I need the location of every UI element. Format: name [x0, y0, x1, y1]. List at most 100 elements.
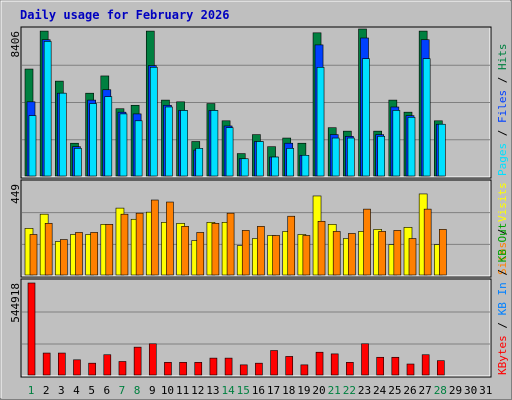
bar-kbytes-day-18: [285, 356, 294, 376]
x-tick-label: 25: [388, 384, 401, 397]
x-tick-label: 30: [464, 384, 477, 397]
legend-entry: KBytes: [496, 335, 509, 375]
bar-kbytes-day-20: [315, 351, 324, 376]
bar-sites-day-18: [287, 215, 296, 276]
legend-bottom: KBytes / KB In / KB Out: [496, 223, 509, 375]
bar-sites-day-17: [272, 235, 280, 276]
bar-kbytes-day-15: [239, 364, 248, 376]
bar-sites-day-27: [423, 208, 432, 276]
bar-sites-day-22: [348, 233, 356, 276]
bar-kbytes-day-6: [103, 354, 112, 376]
y-max-label: 8406: [9, 31, 22, 58]
bar-pages-day-21: [331, 137, 340, 177]
bar-sites-day-6: [105, 224, 114, 276]
x-tick-label: 5: [88, 384, 95, 397]
bar-pages-day-3: [59, 92, 67, 177]
x-tick-label: 13: [206, 384, 219, 397]
bar-pages-day-5: [89, 103, 97, 177]
bar-sites-day-5: [90, 232, 98, 276]
bar-pages-day-20: [316, 67, 325, 177]
bar-pages-day-27: [422, 58, 431, 177]
bar-pages-day-23: [362, 58, 370, 177]
bar-pages-day-2: [43, 41, 52, 177]
legend-entry: /: [496, 222, 509, 242]
bar-pages-day-8: [134, 120, 143, 177]
bar-kbytes-day-11: [179, 362, 187, 376]
x-tick-label: 19: [297, 384, 310, 397]
bar-pages-day-26: [407, 117, 416, 177]
bar-kbytes-day-5: [88, 362, 96, 376]
legend-entry: Sites: [496, 242, 509, 275]
x-tick-label: 21: [328, 384, 341, 397]
x-tick-label: 28: [434, 384, 447, 397]
plot-bevel: [22, 28, 491, 178]
bar-pages-day-1: [28, 115, 37, 177]
bar-pages-day-10: [165, 106, 173, 177]
bar-pages-day-19: [301, 155, 310, 177]
bar-pages-day-17: [271, 156, 279, 177]
legend-entry: KB Out: [496, 223, 509, 263]
legend-entry: /: [496, 123, 509, 143]
bar-sites-day-24: [378, 231, 386, 276]
bar-pages-day-7: [119, 113, 128, 177]
bar-kbytes-day-19: [300, 364, 309, 376]
x-tick-label: 31: [479, 384, 492, 397]
x-tick-label: 8: [134, 384, 141, 397]
x-tick-label: 26: [403, 384, 416, 397]
bar-sites-day-4: [75, 232, 83, 276]
bar-sites-day-25: [393, 230, 402, 276]
bar-kbytes-day-28: [437, 360, 445, 376]
legend-top: Pages / Files / Hits: [496, 44, 509, 177]
panel-middle: 449 Sites / Visits: [9, 179, 509, 278]
bar-pages-day-22: [347, 137, 355, 177]
bar-pages-day-24: [377, 136, 385, 177]
x-tick-label: 14: [221, 384, 235, 397]
bar-kbytes-day-24: [376, 356, 384, 376]
bar-kbytes-day-14: [224, 357, 233, 376]
bar-kbytes-day-22: [346, 362, 354, 376]
panel-top: 8406 Pages / Files / Hits: [9, 26, 509, 179]
bar-kbytes-day-2: [42, 352, 51, 376]
plot-area-bottom: [20, 278, 492, 378]
x-tick-label: 24: [373, 384, 387, 397]
x-tick-label: 9: [149, 384, 156, 397]
x-tick-label: 4: [73, 384, 80, 397]
bar-pages-day-14: [225, 127, 234, 177]
bar-sites-day-7: [120, 213, 129, 276]
bar-sites-day-28: [439, 229, 447, 276]
x-tick-label: 2: [43, 384, 50, 397]
legend-middle: Sites / Visits: [496, 182, 509, 275]
x-tick-label: 3: [58, 384, 65, 397]
bar-sites-day-23: [363, 208, 371, 276]
bar-kbytes-day-7: [118, 361, 127, 376]
x-tick-label: 23: [358, 384, 371, 397]
bar-sites-day-20: [317, 220, 326, 276]
x-tick-label: 17: [267, 384, 280, 397]
x-tick-label: 22: [343, 384, 356, 397]
bar-kbytes-day-8: [133, 346, 142, 376]
x-tick-label: 18: [282, 384, 295, 397]
bar-pages-day-9: [149, 67, 158, 177]
bar-kbytes-day-27: [421, 354, 430, 376]
bar-pages-day-25: [392, 110, 401, 177]
bar-sites-day-8: [135, 212, 144, 276]
bar-kbytes-day-9: [148, 343, 157, 376]
bar-pages-day-13: [210, 110, 219, 177]
x-tick-label: 15: [237, 384, 250, 397]
bar-pages-day-28: [438, 123, 446, 177]
bar-sites-day-14: [226, 212, 235, 276]
bar-sites-day-15: [241, 230, 250, 276]
bar-kbytes-day-17: [270, 350, 278, 376]
x-tick-label: 29: [449, 384, 462, 397]
legend-entry: Files: [496, 90, 509, 123]
legend-entry: Visits: [496, 182, 509, 222]
bar-kbytes-day-12: [194, 362, 203, 376]
legend-entry: /: [496, 70, 509, 90]
x-tick-label: 12: [191, 384, 204, 397]
bar-sites-day-11: [181, 226, 189, 276]
y-max-label: 544918: [9, 283, 22, 323]
bar-sites-day-12: [196, 232, 205, 276]
bar-kbytes-day-21: [330, 353, 339, 376]
